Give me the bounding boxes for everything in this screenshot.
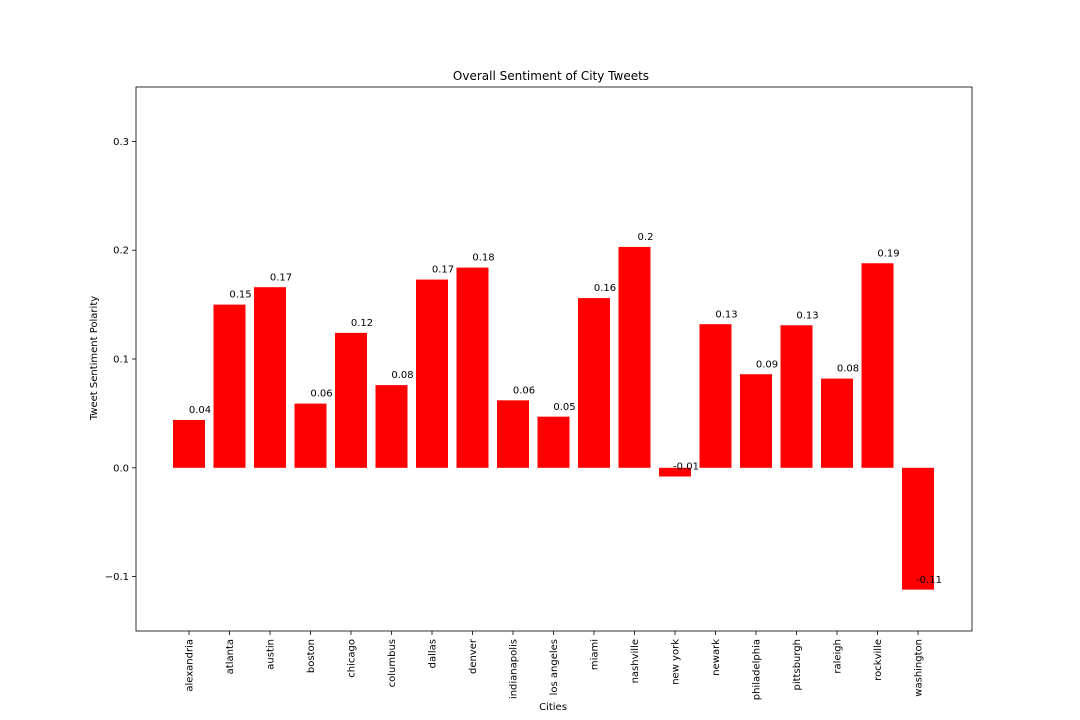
data-label: 0.18 <box>472 253 494 264</box>
bar <box>902 467 934 590</box>
bar <box>254 287 286 468</box>
y-tick-label: 0.3 <box>113 137 129 148</box>
data-label: -0.11 <box>916 575 942 586</box>
x-axis-label: Cities <box>539 702 567 713</box>
y-tick-label: −0.1 <box>105 572 129 583</box>
data-label: 0.09 <box>756 359 778 370</box>
x-tick-label: philadelphia <box>752 639 763 700</box>
x-tick-label: newark <box>711 639 722 676</box>
bar <box>456 267 489 468</box>
data-label: 0.12 <box>351 318 373 329</box>
bar <box>578 298 610 468</box>
x-tick-label: boston <box>306 639 317 673</box>
data-label: 0.08 <box>391 370 413 381</box>
y-tick-label: 0.2 <box>113 246 129 257</box>
x-tick-label: denver <box>468 638 479 674</box>
bar <box>699 324 732 468</box>
data-label: 0.08 <box>837 364 859 375</box>
x-tick-label: nashville <box>630 639 641 683</box>
bar <box>416 279 448 468</box>
x-tick-label: raleigh <box>833 639 844 674</box>
x-tick-label: indianapolis <box>509 639 520 699</box>
bar <box>780 325 813 468</box>
bar <box>740 374 772 468</box>
x-tick-label: columbus <box>387 639 398 687</box>
x-tick-label: los angeles <box>549 639 560 695</box>
x-tick-label: dallas <box>428 639 439 668</box>
bar <box>618 246 651 468</box>
y-tick-label: 0.0 <box>113 463 129 474</box>
data-label: 0.04 <box>189 405 211 416</box>
bar <box>537 416 570 468</box>
data-label: 0.15 <box>229 290 251 301</box>
data-label: 0.13 <box>715 309 737 320</box>
x-tick-label: miami <box>590 639 601 670</box>
x-tick-label: chicago <box>347 639 358 678</box>
bar <box>375 385 408 468</box>
bar <box>659 467 691 477</box>
bar <box>173 419 205 468</box>
x-tick-label: pittsburgh <box>792 639 803 690</box>
bar <box>861 263 894 468</box>
data-label: 0.19 <box>877 248 899 259</box>
data-label: 0.06 <box>513 385 535 396</box>
x-tick-label: rockville <box>873 639 884 681</box>
data-label: 0.17 <box>432 265 454 276</box>
data-label: 0.16 <box>594 283 616 294</box>
bar <box>213 304 246 468</box>
x-tick-label: new york <box>671 639 682 685</box>
y-axis-label: Tweet Sentiment Polarity <box>89 296 100 421</box>
data-label: 0.2 <box>638 232 654 243</box>
chart-title: Overall Sentiment of City Tweets <box>453 69 649 83</box>
bar <box>821 378 853 468</box>
data-label: 0.06 <box>310 389 332 400</box>
data-label: 0.13 <box>796 310 818 321</box>
bar <box>335 332 367 468</box>
bar <box>497 400 529 468</box>
data-label: 0.05 <box>553 402 575 413</box>
x-tick-label: alexandria <box>185 639 196 692</box>
data-label: 0.17 <box>270 272 292 283</box>
x-tick-label: atlanta <box>225 639 236 674</box>
x-tick-label: austin <box>266 639 277 670</box>
y-tick-label: 0.1 <box>113 355 129 366</box>
data-label: -0.01 <box>673 462 699 473</box>
bar <box>294 403 327 468</box>
plot-area: 0.04 0.15 0.17 0.06 0.12 0.08 0.17 0.18 0.06 0.05… <box>105 86 973 700</box>
x-tick-label: washington <box>914 639 925 697</box>
